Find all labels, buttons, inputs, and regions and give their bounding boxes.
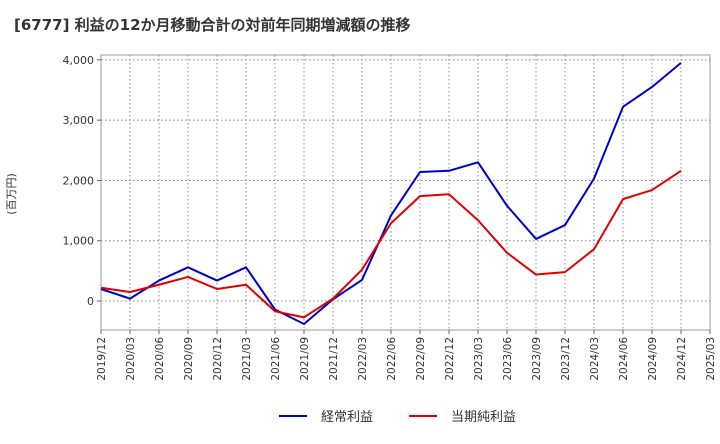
y-tick-label: 1,000 [63,235,95,248]
x-tick-label: 2023/03 [473,337,485,381]
x-tick-label: 2020/12 [212,337,224,381]
legend: 経常利益 当期純利益 [279,410,516,425]
series-line-ordinary-profit [100,62,682,325]
x-tick-label: 2019/12 [96,337,108,381]
x-tick-label: 2022/03 [357,337,369,381]
grid-layer [100,54,711,331]
legend-label: 経常利益 [321,410,373,425]
x-tick-label: 2024/12 [676,337,688,381]
legend-label: 当期純利益 [451,410,516,425]
x-tick-label: 2020/06 [154,337,166,381]
y-axis-label: (百万円) [5,173,18,215]
x-tick-label: 2024/06 [618,337,630,381]
axis-layer: 0 1,000 2,000 3,000 4,000 2019/12 2020/03 2020/… [63,54,718,381]
x-tick-label: 2024/09 [647,337,659,381]
y-tick-label: 4,000 [63,54,95,67]
x-tick-label: 2021/12 [328,337,340,381]
y-tick-label: 3,000 [63,114,95,127]
series-layer [100,62,682,325]
y-tick-label: 2,000 [63,174,95,187]
x-tick-label: 2022/06 [386,337,398,381]
x-tick-label: 2023/09 [531,337,543,381]
x-tick-label: 2023/06 [502,337,514,381]
x-tick-label: 2025/03 [705,337,717,381]
y-tick-label: 0 [87,295,94,308]
x-tick-label: 2020/09 [183,337,195,381]
series-line-net-profit [100,169,682,319]
x-tick-label: 2021/09 [299,337,311,381]
x-tick-label: 2023/12 [560,337,572,381]
x-tick-label: 2021/06 [270,337,282,381]
x-tick-label: 2020/03 [125,337,137,381]
x-tick-label: 2021/03 [241,337,253,381]
x-tick-label: 2024/03 [589,337,601,381]
x-tick-label: 2022/09 [415,337,427,381]
chart-title: [6777] 利益の12か月移動合計の対前年同期増減額の推移 [14,16,411,34]
x-tick-label: 2022/12 [444,337,456,381]
